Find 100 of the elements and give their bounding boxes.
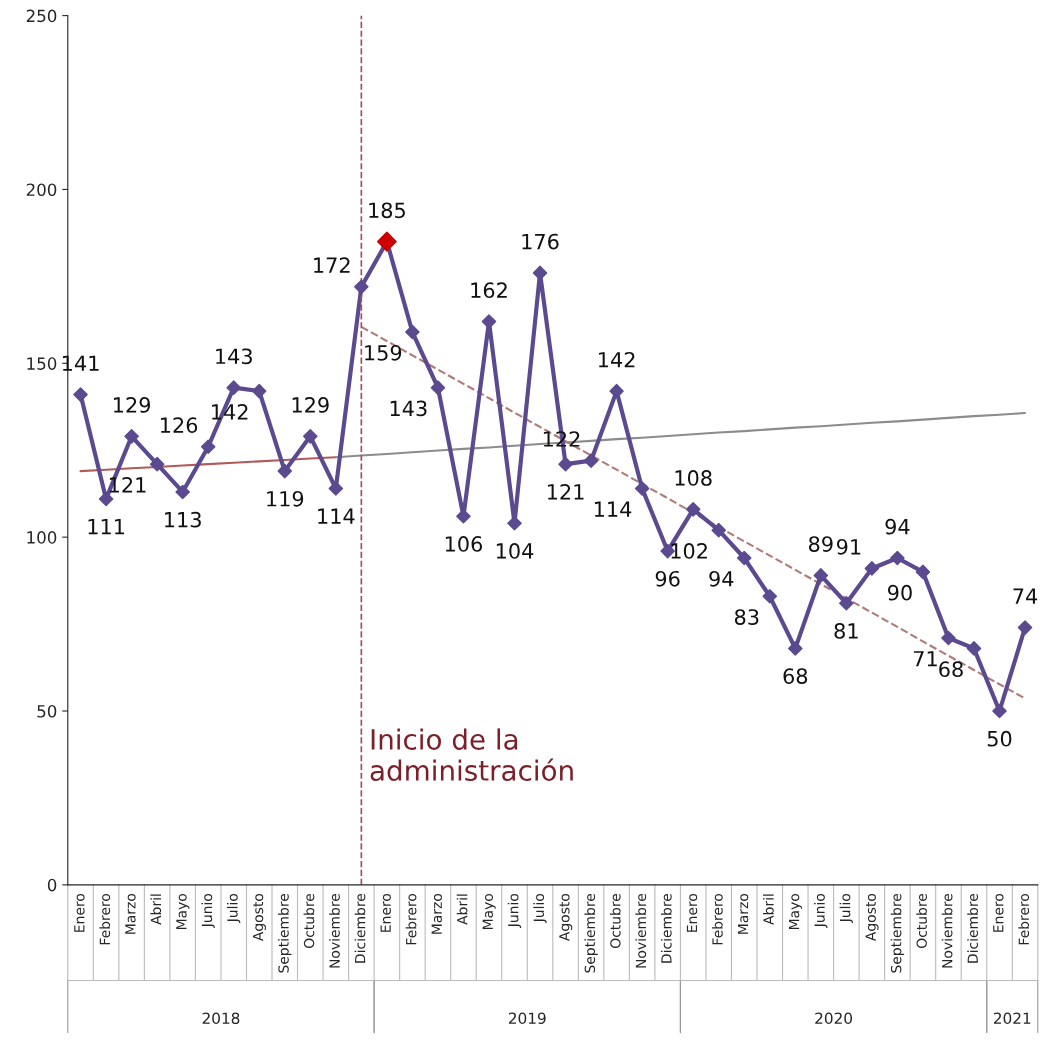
point	[634, 481, 650, 496]
line-series	[79, 456, 337, 473]
y-tick-label: 0	[47, 878, 57, 892]
data-label: 185	[369, 202, 405, 219]
data-label: 68	[783, 668, 808, 684]
x-tick-label: Mayo	[788, 893, 803, 930]
x-tick-label: Enero	[380, 893, 391, 932]
x-tick-label: Septiembre	[278, 893, 292, 973]
y-tick-label: 50	[37, 704, 57, 718]
data-label: 90	[888, 584, 912, 601]
x-tick-label: Mayo	[482, 893, 496, 930]
point	[124, 429, 139, 444]
data-label: 102	[671, 543, 707, 559]
x-tick-label: Febrero	[711, 893, 723, 945]
y-tick-label: 250	[26, 9, 57, 23]
x-tick-label: Septiembre	[890, 893, 905, 973]
data-label: 114	[318, 508, 355, 524]
x-tick-label: Octubre	[303, 893, 315, 948]
point	[226, 380, 241, 395]
x-tick-label: Agosto	[865, 893, 879, 942]
ref-line-label: Inicio de la administración	[370, 728, 573, 781]
text: 2021	[993, 1012, 1031, 1025]
point	[532, 265, 548, 281]
x-tick-label: Abril	[763, 894, 774, 925]
data-label: 143	[390, 400, 427, 417]
point	[251, 383, 267, 399]
text: 2018	[202, 1012, 240, 1025]
point	[175, 484, 190, 500]
data-label: 106	[445, 536, 483, 552]
point	[430, 380, 446, 395]
x-tick-label: Diciembre	[967, 893, 978, 963]
point	[711, 522, 726, 538]
point	[583, 453, 599, 468]
x-tick-label: Junio	[201, 893, 215, 928]
x-tick-label: Septiembre	[584, 893, 598, 973]
data-label: 121	[547, 483, 584, 500]
data-label: 143	[216, 348, 252, 365]
x-tick-label: Octubre	[609, 893, 621, 948]
y-tick-label: 150	[27, 357, 57, 370]
x-tick-label: Diciembre	[354, 893, 366, 963]
data-label: 114	[594, 501, 632, 517]
x-tick-label: Noviembre	[941, 893, 953, 968]
data-label: 74	[1013, 588, 1038, 604]
point	[788, 641, 803, 656]
data-label: 96	[655, 570, 680, 587]
point	[685, 502, 701, 517]
data-label: 94	[885, 518, 910, 535]
point	[328, 481, 344, 496]
data-label: 126	[160, 417, 198, 433]
point	[200, 439, 216, 455]
data-label: 119	[267, 490, 304, 507]
data-label: 94	[709, 570, 734, 587]
x-tick-label: Noviembre	[635, 893, 647, 968]
data-label: 111	[88, 519, 125, 535]
data-label: 113	[165, 511, 201, 528]
point	[303, 429, 318, 444]
point	[890, 550, 905, 566]
x-tick-label: Noviembre	[329, 893, 340, 968]
data-label: 142	[599, 351, 635, 368]
data-label: 83	[734, 609, 759, 625]
y-tick-label: 200	[26, 183, 57, 197]
x-tick-label: Julio	[533, 893, 547, 924]
text: 2019	[508, 1012, 546, 1025]
x-tick-label: Enero	[74, 893, 85, 932]
point	[609, 383, 624, 399]
x-tick-label: Febrero	[1018, 893, 1030, 945]
data-label: 89	[808, 536, 833, 552]
y-tick-label: 100	[27, 531, 57, 544]
x-tick-label: Marzo	[737, 893, 749, 934]
point	[456, 509, 471, 524]
text: 2020	[815, 1012, 852, 1025]
x-tick-label: Febrero	[99, 893, 111, 945]
point	[277, 463, 293, 479]
data-label: 129	[114, 397, 151, 413]
point	[941, 630, 956, 646]
point	[966, 641, 982, 656]
point	[149, 456, 165, 472]
x-tick-label: Mayo	[176, 893, 190, 930]
point	[558, 456, 573, 472]
x-tick-label: Marzo	[125, 893, 136, 934]
data-label: 71	[913, 651, 937, 667]
point	[405, 324, 420, 340]
data-label: 108	[675, 470, 712, 486]
point	[839, 595, 854, 611]
data-label: 129	[292, 397, 329, 413]
x-tick-label: Diciembre	[660, 893, 672, 963]
point	[915, 564, 931, 580]
point	[813, 568, 829, 583]
x-tick-label: Abril	[150, 894, 162, 925]
point	[481, 314, 497, 329]
data-label: 68	[939, 661, 963, 678]
x-tick-label: Febrero	[405, 893, 417, 945]
data-label: 176	[522, 233, 559, 250]
x-tick-label: Julio	[226, 893, 241, 924]
point	[736, 550, 752, 566]
point	[992, 703, 1007, 719]
x-tick-label: Enero	[686, 893, 698, 932]
point	[762, 588, 778, 604]
point	[98, 491, 114, 507]
point	[864, 561, 880, 576]
